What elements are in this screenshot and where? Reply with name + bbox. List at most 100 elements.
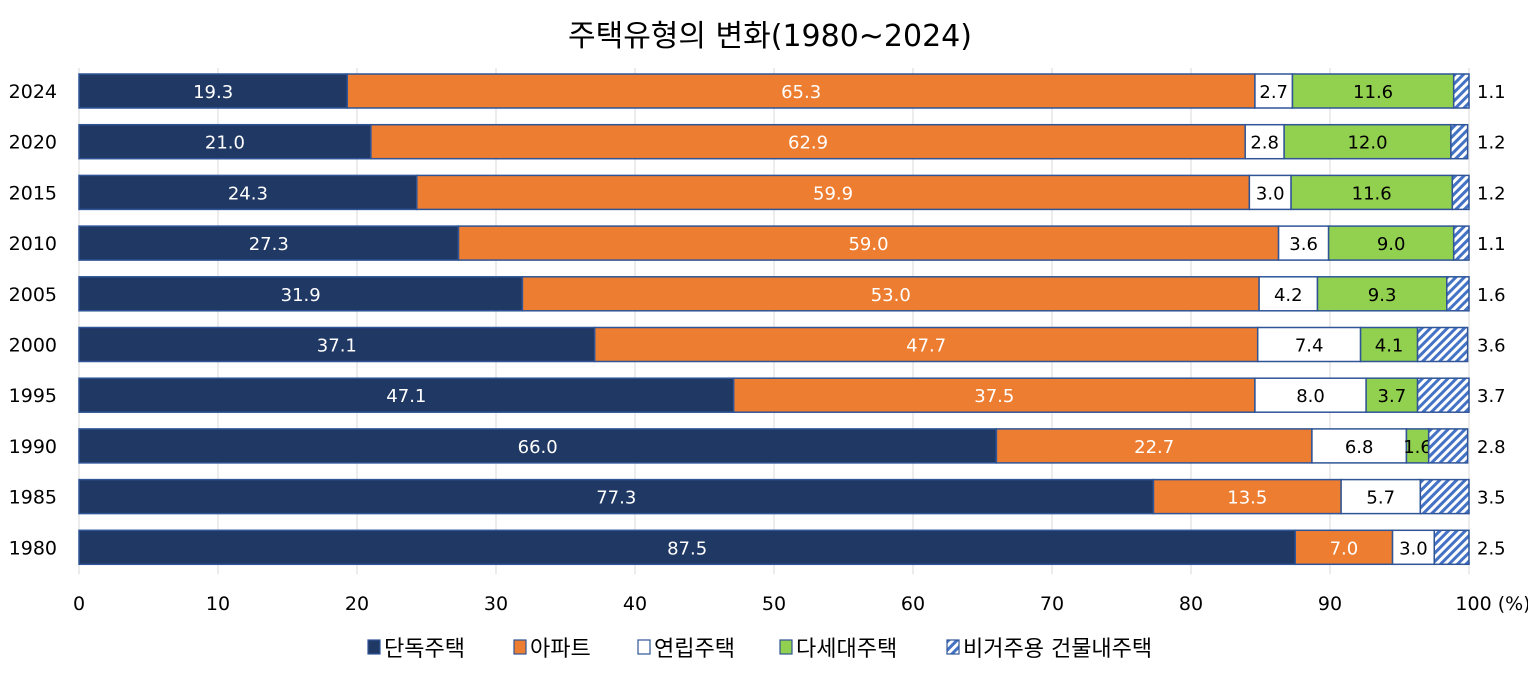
x-tick-label: 90 [1318,593,1342,615]
bar-segment [1427,428,1469,464]
legend-swatch [637,639,651,655]
data-label: 87.5 [667,538,707,559]
bar-segment [1452,73,1470,109]
bar-segment [78,123,372,160]
data-label: 3.7 [1378,386,1407,407]
y-category-label: 1990 [9,436,57,458]
bar-segment [78,276,524,312]
legend-swatch [779,639,793,655]
data-label: 3.6 [1477,336,1506,357]
bar-segment [1277,225,1330,261]
data-label: 8.0 [1296,386,1325,407]
bar-segment [1446,276,1470,312]
x-tick-label: 80 [1179,593,1203,615]
data-label: 2.7 [1259,82,1288,103]
data-label: 47.1 [386,386,426,407]
legend-swatch [513,639,527,655]
legend-label: 단독주택 [384,637,465,662]
legend-item: 다세대주택 [779,637,897,662]
bar-segment [1152,478,1342,515]
data-label: 7.0 [1330,538,1359,559]
data-label: 3.7 [1477,386,1506,407]
data-label: 3.0 [1256,183,1285,204]
data-label: 1.1 [1477,234,1506,255]
x-tick-label: 40 [623,593,647,615]
bar-segment [78,428,998,464]
data-label: 1.2 [1477,183,1506,204]
x-tick-label: 60 [901,593,925,615]
bar-segment [78,478,1155,515]
x-tick-label: 70 [1040,593,1064,615]
bar-segment [1433,529,1470,566]
data-label: 12.0 [1347,133,1387,154]
bar-segment [1290,174,1454,211]
bar-segment [1451,174,1470,211]
bar-segment [78,326,596,363]
legend-label: 비거주용 건물내주택 [963,637,1152,662]
data-label: 77.3 [596,488,636,509]
legend-item: 연립주택 [637,637,735,662]
y-category-label: 1995 [9,385,57,407]
data-label: 4.2 [1274,285,1303,306]
bar-segment [1327,225,1455,261]
data-label: 53.0 [871,285,911,306]
data-label: 1.2 [1477,133,1506,154]
bar-segment [1248,174,1292,211]
data-label: 65.3 [781,82,821,103]
x-tick-label: 0 [73,593,85,615]
data-label: 47.7 [906,336,946,357]
bar-segment [593,326,1259,363]
bar-segment [1291,73,1455,109]
bar-segment [1311,428,1408,464]
bar-segment [1452,225,1470,261]
bar-segment [521,276,1260,312]
data-label: 5.7 [1366,488,1395,509]
x-tick-label: 10 [206,593,230,615]
bar-segment [1419,478,1470,515]
legend-item: 아파트 [513,637,591,662]
bar-segment [1316,276,1448,312]
bar-segment [1416,377,1470,413]
data-label: 3.5 [1477,488,1506,509]
legend: 단독주택 아파트 연립주택 다세대주택 비거주용 건물내주택 [367,637,1152,662]
data-label: 37.1 [317,336,357,357]
data-label: 27.3 [249,234,289,255]
x-tick-label: 30 [484,593,508,615]
data-label: 1.6 [1403,437,1432,458]
data-label: 3.0 [1399,538,1428,559]
data-label: 3.6 [1289,234,1318,255]
y-category-label: 1985 [9,487,57,509]
legend-label: 아파트 [530,637,591,662]
bar-segment [78,529,1296,566]
bar-segment [370,123,1246,160]
bar-segment [78,225,460,261]
data-label: 2.8 [1477,437,1506,458]
data-label: 1.6 [1477,285,1506,306]
data-label: 31.9 [281,285,321,306]
data-label: 4.1 [1375,336,1404,357]
data-label: 37.5 [974,386,1014,407]
bar-segment [78,174,418,211]
bar-segment [1359,326,1419,363]
legend-item: 단독주택 [367,637,465,662]
data-label: 59.0 [848,234,888,255]
data-label: 2.5 [1477,538,1506,559]
y-category-label: 2005 [9,284,57,306]
data-label: 1.1 [1477,82,1506,103]
legend-label: 연립주택 [654,637,735,662]
legend-label: 다세대주택 [796,637,897,662]
y-category-label: 2020 [9,132,57,154]
data-label: 62.9 [788,133,828,154]
bar-segment [1258,276,1319,312]
data-label: 2.8 [1250,133,1279,154]
data-label: 13.5 [1227,488,1267,509]
y-category-label: 2024 [9,81,57,103]
bar-segment [1256,326,1362,363]
data-label: 11.6 [1352,183,1392,204]
data-label: 24.3 [228,183,268,204]
data-label: 19.3 [193,82,233,103]
data-label: 59.9 [813,183,853,204]
y-category-label: 2000 [9,335,57,357]
data-label: 7.4 [1295,336,1324,357]
